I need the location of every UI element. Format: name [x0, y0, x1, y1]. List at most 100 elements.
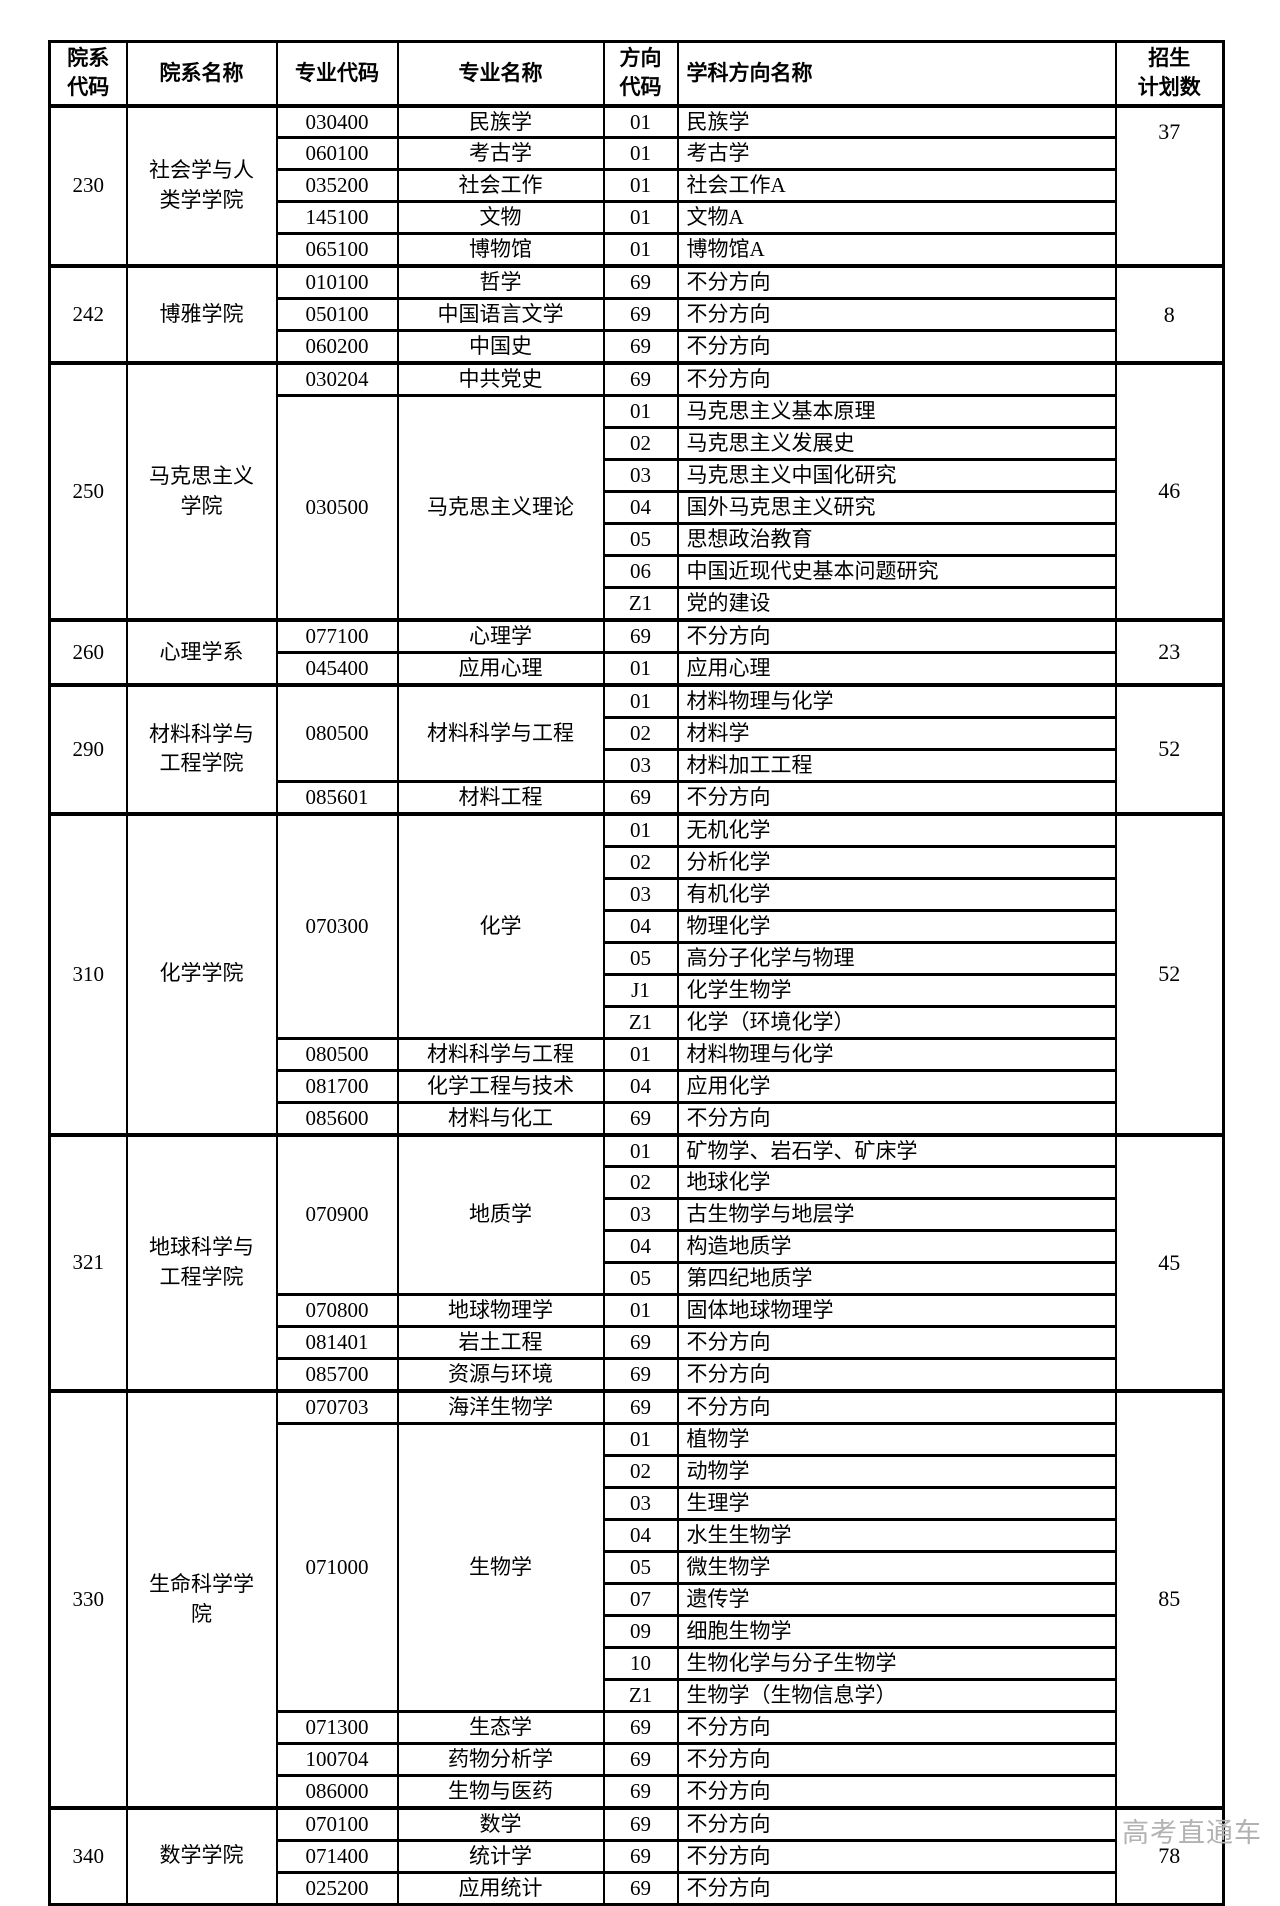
header-plan-count: 招生 计划数	[1114, 40, 1225, 107]
direction-code-cell: 69	[602, 297, 679, 333]
direction-code-cell: 03	[602, 458, 679, 494]
direction-name-cell: 分析化学	[676, 844, 1117, 880]
table-row: 145100 文物 01 文物A	[50, 200, 1224, 236]
header-direction-code: 方向 代码	[602, 40, 679, 107]
table-row: 290 材料科学与 工程学院 080500 材料科学与工程 01 材料物理与化学…	[48, 682, 1225, 816]
dept-code-cell: 242	[48, 264, 128, 365]
major-name-cell: 中国语言文学	[396, 297, 605, 333]
direction-code-cell: 03	[602, 1486, 679, 1522]
table-row: 045400 应用心理 01 应用心理	[50, 650, 1224, 687]
plan-count-cell: 85	[1114, 1389, 1225, 1810]
direction-code-cell: 02	[602, 844, 679, 880]
direction-name-cell: 不分方向	[676, 779, 1117, 816]
major-name-cell: 应用统计	[396, 1870, 605, 1906]
direction-name-cell: 遗传学	[676, 1582, 1117, 1618]
direction-code-cell: 69	[602, 1325, 679, 1361]
table-row: 02 马克思主义发展史	[50, 426, 1224, 462]
table-row: 10 生物化学与分子生物学	[50, 1646, 1224, 1681]
direction-name-cell: 固体地球物理学	[676, 1293, 1117, 1329]
watermark-text: 高考直通车	[1122, 1818, 1262, 1848]
header-major-name: 专业名称	[396, 40, 605, 107]
major-name-cell: 考古学	[396, 136, 605, 172]
header-dept-code: 院系 代码	[48, 40, 128, 107]
major-code-cell: 071400	[275, 1838, 399, 1874]
admissions-table: 院系 代码 院系名称 专业代码 专业名称 方向 代码 学科方向名称 招生 计划数…	[48, 40, 1225, 1906]
plan-count-cell: 45	[1114, 1132, 1225, 1393]
table-row: 02 动物学	[50, 1454, 1224, 1490]
header-direction-name: 学科方向名称	[676, 40, 1117, 107]
direction-name-cell: 不分方向	[676, 361, 1117, 398]
direction-name-cell: 不分方向	[676, 1389, 1117, 1426]
direction-name-cell: 物理化学	[676, 908, 1117, 944]
major-code-cell: 035200	[275, 168, 399, 204]
direction-name-cell: 材料学	[676, 715, 1117, 751]
direction-code-cell: 09	[602, 1614, 679, 1649]
direction-code-cell: 69	[602, 264, 679, 301]
direction-name-cell: 化学（环境化学）	[676, 1004, 1117, 1040]
major-code-cell: 145100	[275, 200, 399, 236]
table-row: 03 材料加工工程	[50, 747, 1224, 783]
direction-name-cell: 无机化学	[676, 811, 1117, 848]
direction-code-cell: 69	[602, 1357, 679, 1393]
dept-code-cell: 321	[48, 1132, 128, 1393]
direction-name-cell: 矿物学、岩石学、矿床学	[676, 1132, 1117, 1169]
direction-code-cell: 07	[602, 1582, 679, 1618]
direction-name-cell: 第四纪地质学	[676, 1261, 1117, 1297]
direction-name-cell: 马克思主义基本原理	[676, 394, 1117, 430]
dept-code-cell: 330	[48, 1389, 128, 1810]
table-row: 085601 材料工程 69 不分方向	[50, 779, 1224, 816]
major-name-cell: 马克思主义理论	[396, 394, 605, 622]
major-code-cell: 030500	[275, 394, 399, 622]
major-name-cell: 材料工程	[396, 779, 605, 816]
major-code-cell: 071300	[275, 1709, 399, 1745]
direction-name-cell: 生理学	[676, 1486, 1117, 1522]
direction-name-cell: 国外马克思主义研究	[676, 490, 1117, 526]
direction-name-cell: 不分方向	[676, 1100, 1117, 1137]
dept-name-cell: 生命科学学 院	[125, 1389, 278, 1810]
table-row: 085600 材料与化工 69 不分方向	[50, 1100, 1224, 1137]
major-name-cell: 中国史	[396, 329, 605, 365]
dept-code-cell: 310	[48, 811, 128, 1136]
direction-code-cell: 01	[602, 682, 679, 719]
direction-name-cell: 植物学	[676, 1422, 1117, 1458]
dept-name-cell: 马克思主义 学院	[125, 361, 278, 622]
major-name-cell: 哲学	[396, 264, 605, 301]
table-row: 230 社会学与人 类学学院 030400 民族学 01 民族学 37	[48, 103, 1225, 268]
major-code-cell: 071000	[275, 1422, 399, 1713]
table-row: 030500 马克思主义理论 01 马克思主义基本原理	[50, 394, 1224, 622]
direction-code-cell: 01	[602, 136, 679, 172]
major-code-cell: 085700	[275, 1357, 399, 1393]
major-code-cell: 070300	[275, 811, 399, 1040]
direction-code-cell: 01	[602, 200, 679, 236]
direction-code-cell: 01	[602, 1422, 679, 1458]
direction-name-cell: 不分方向	[676, 1805, 1117, 1842]
direction-code-cell: 01	[602, 650, 679, 687]
direction-code-cell: 03	[602, 747, 679, 783]
direction-code-cell: 02	[602, 1454, 679, 1490]
table-row: 03 有机化学	[50, 876, 1224, 912]
direction-name-cell: 不分方向	[676, 329, 1117, 365]
major-name-cell: 地球物理学	[396, 1293, 605, 1329]
direction-code-cell: 69	[602, 361, 679, 398]
direction-code-cell: 06	[602, 554, 679, 590]
direction-name-cell: 应用化学	[676, 1068, 1117, 1104]
direction-code-cell: 02	[602, 715, 679, 751]
major-name-cell: 海洋生物学	[396, 1389, 605, 1426]
direction-code-cell: 04	[602, 1068, 679, 1104]
direction-code-cell: 01	[602, 1036, 679, 1072]
major-name-cell: 材料科学与工程	[396, 682, 605, 783]
major-name-cell: 岩土工程	[396, 1325, 605, 1361]
table-row: 05 第四纪地质学	[50, 1261, 1224, 1297]
direction-code-cell: 04	[602, 1518, 679, 1554]
major-name-cell: 药物分析学	[396, 1741, 605, 1777]
plan-count-cell: 46	[1114, 361, 1225, 622]
direction-name-cell: 思想政治教育	[676, 522, 1117, 558]
table-row: J1 化学生物学	[50, 972, 1224, 1008]
major-code-cell: 010100	[275, 264, 399, 301]
dept-name-cell: 化学学院	[125, 811, 278, 1136]
major-name-cell: 生物学	[396, 1422, 605, 1713]
direction-code-cell: 69	[602, 1838, 679, 1874]
major-code-cell: 100704	[275, 1741, 399, 1777]
direction-code-cell: 69	[602, 1870, 679, 1906]
direction-code-cell: J1	[602, 972, 679, 1008]
